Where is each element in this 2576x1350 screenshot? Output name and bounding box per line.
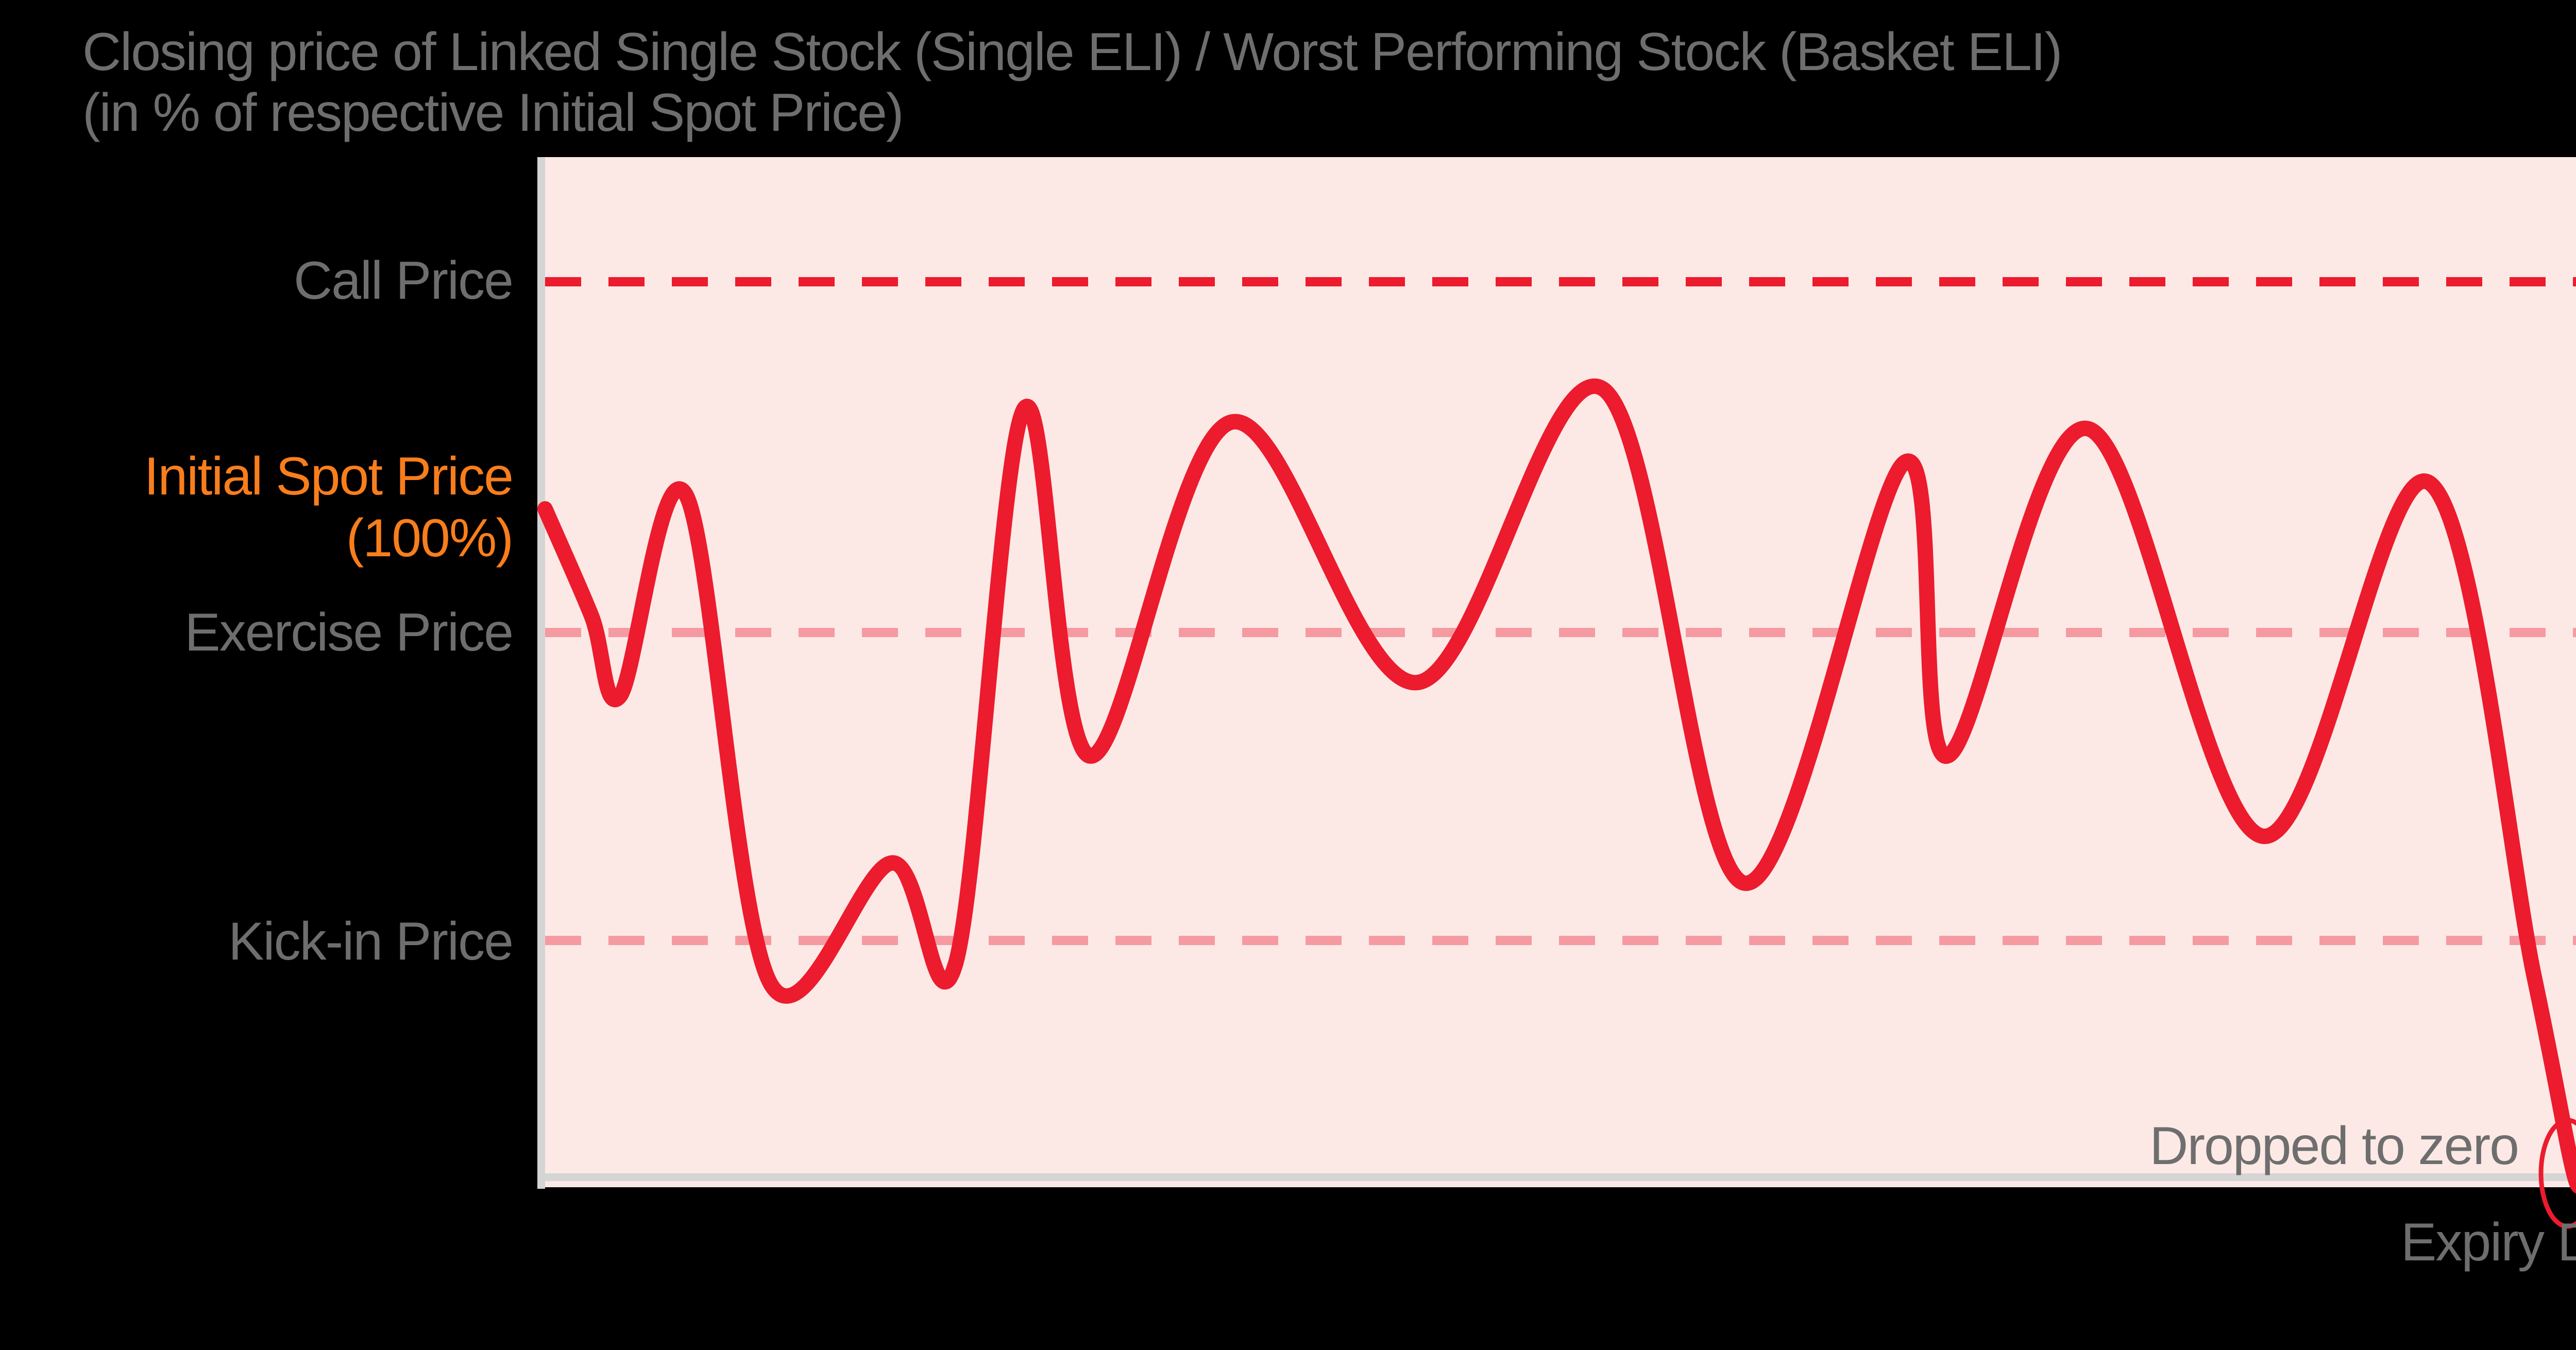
dropped-to-zero-ellipse-annotation bbox=[2538, 1118, 2576, 1229]
expiry-date-label: Expiry Date bbox=[2401, 1212, 2576, 1272]
plot-area-background bbox=[545, 157, 2576, 1187]
exercise-price-label: Exercise Price bbox=[184, 603, 514, 662]
stock-price-curve bbox=[537, 379, 2576, 1193]
initial-spot-price-label: Initial Spot Price (100%) bbox=[144, 446, 514, 569]
chart-title: Closing price of Linked Single Stock (Si… bbox=[82, 22, 2062, 143]
y-axis-line bbox=[537, 157, 545, 1189]
initial-spot-price-label-line2: (100%) bbox=[346, 508, 514, 568]
kick-in-price-label: Kick-in Price bbox=[228, 912, 514, 971]
dropped-to-zero-annotation: Dropped to zero bbox=[2149, 1116, 2519, 1176]
chart-title-line2: (in % of respective Initial Spot Price) bbox=[82, 83, 904, 143]
chart-title-line1: Closing price of Linked Single Stock (Si… bbox=[82, 22, 2062, 82]
initial-spot-price-label-line1: Initial Spot Price bbox=[144, 447, 514, 506]
x-axis-line bbox=[537, 1173, 2576, 1181]
call-price-label: Call Price bbox=[294, 251, 514, 311]
